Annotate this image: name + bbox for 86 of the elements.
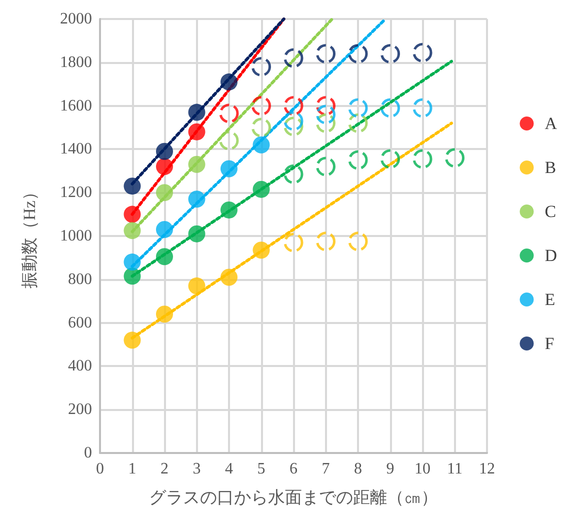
point <box>220 268 238 286</box>
point <box>348 150 368 170</box>
y-tick-label: 200 <box>68 401 92 418</box>
x-tick-label: 2 <box>160 460 168 478</box>
legend-label: A <box>544 114 558 133</box>
x-tick-label: 10 <box>414 460 430 478</box>
point <box>220 160 238 178</box>
point <box>316 96 336 116</box>
x-tick-label: 8 <box>354 460 362 478</box>
point <box>156 306 173 323</box>
point <box>284 96 304 116</box>
point <box>445 148 464 168</box>
point <box>412 42 432 62</box>
legend-label: C <box>544 202 556 221</box>
y-tick-label: 400 <box>68 358 92 375</box>
point <box>284 164 304 184</box>
point <box>284 111 304 131</box>
x-tick-label: 4 <box>225 460 233 478</box>
y-tick-label: 1400 <box>60 140 92 158</box>
x-tick-label: 11 <box>447 460 462 478</box>
point <box>252 136 270 154</box>
point <box>316 104 336 124</box>
point <box>252 118 271 138</box>
point <box>219 104 239 124</box>
y-tick-label: 800 <box>68 270 92 288</box>
point <box>252 96 271 116</box>
point <box>124 222 141 240</box>
point <box>316 113 336 133</box>
point <box>219 130 239 150</box>
y-tick-label: 1000 <box>60 228 92 244</box>
point <box>124 254 141 271</box>
point <box>252 242 270 259</box>
point <box>156 158 173 176</box>
point <box>348 232 368 252</box>
point <box>348 44 368 64</box>
point <box>156 220 173 238</box>
point <box>284 232 304 252</box>
point <box>380 44 400 64</box>
point <box>412 149 432 169</box>
point <box>220 73 238 90</box>
point <box>252 56 271 76</box>
point <box>316 156 336 176</box>
point <box>188 123 206 140</box>
y-tick-label: 600 <box>68 314 92 332</box>
x-tick-label: 9 <box>386 460 394 478</box>
legend-label: F <box>544 334 554 353</box>
x-axis-title: グラスの口から水面までの距離（㎝） <box>149 488 438 507</box>
point <box>188 156 206 173</box>
point <box>124 332 141 349</box>
legend-label: B <box>544 158 556 177</box>
point <box>316 232 336 252</box>
x-tick-label: 6 <box>290 460 298 478</box>
legend-label: E <box>544 290 556 309</box>
point <box>380 149 400 169</box>
point <box>348 113 368 133</box>
point <box>156 248 173 266</box>
point <box>284 116 304 136</box>
y-tick-label: 1800 <box>60 54 92 71</box>
point <box>188 190 206 208</box>
point <box>412 98 432 118</box>
x-tick-label: 5 <box>257 460 266 478</box>
y-tick-label: 1600 <box>60 97 92 114</box>
point <box>316 44 336 64</box>
x-tick-label: 0 <box>96 460 104 478</box>
point <box>124 268 141 285</box>
point <box>156 142 173 160</box>
point <box>252 180 270 198</box>
point <box>156 184 173 202</box>
point <box>380 98 400 118</box>
point <box>124 178 141 195</box>
point <box>188 277 206 294</box>
y-tick-label: 1200 <box>60 184 92 202</box>
y-axis-title: 振動数（Hz） <box>20 184 39 288</box>
legend-label: D <box>544 246 558 265</box>
y-tick-label: 2000 <box>60 10 92 28</box>
point <box>348 98 368 118</box>
x-tick-label: 1 <box>128 460 136 478</box>
x-tick-label: 7 <box>322 460 330 478</box>
point <box>284 48 304 68</box>
point <box>124 206 141 223</box>
x-tick-label: 3 <box>192 460 201 478</box>
y-tick-label: 0 <box>84 444 92 462</box>
x-tick-label: 12 <box>479 460 495 478</box>
point <box>188 225 206 242</box>
point <box>220 201 238 218</box>
point <box>188 104 206 121</box>
